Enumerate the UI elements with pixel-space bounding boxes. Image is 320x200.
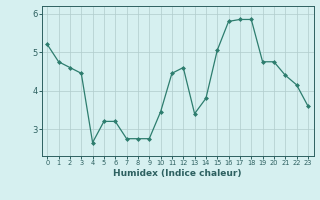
X-axis label: Humidex (Indice chaleur): Humidex (Indice chaleur) bbox=[113, 169, 242, 178]
